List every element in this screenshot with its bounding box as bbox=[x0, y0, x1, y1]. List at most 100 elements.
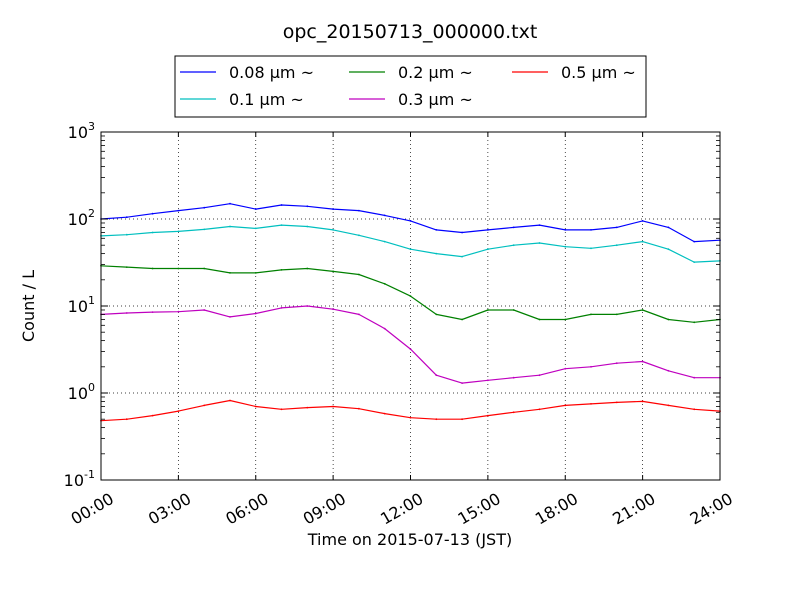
data-point bbox=[151, 231, 154, 234]
y-tick-label: 100 bbox=[68, 381, 95, 403]
y-tick-exponent: 1 bbox=[88, 294, 95, 307]
data-point bbox=[409, 220, 412, 222]
data-point bbox=[538, 224, 541, 227]
data-point bbox=[383, 214, 386, 217]
data-point bbox=[332, 208, 334, 211]
data-point bbox=[615, 362, 618, 365]
data-point bbox=[383, 412, 386, 415]
data-point bbox=[254, 272, 257, 274]
legend: 0.08 μm ~ 0.1 μm ~ 0.2 μm ~ 0.3 μm ~ 0.5 μm … bbox=[174, 55, 647, 118]
data-point bbox=[461, 382, 463, 384]
chart-title: opc_20150713_000000.txt bbox=[283, 21, 538, 43]
data-point bbox=[487, 248, 489, 251]
y-tick-base: 10 bbox=[68, 123, 88, 142]
data-point bbox=[615, 244, 618, 247]
data-point bbox=[280, 408, 283, 411]
data-point bbox=[332, 229, 334, 231]
data-point bbox=[512, 226, 515, 229]
y-tick-base: 10 bbox=[68, 297, 88, 316]
data-point bbox=[254, 227, 257, 230]
data-point bbox=[306, 267, 309, 270]
data-point bbox=[615, 226, 618, 229]
data-point bbox=[693, 261, 696, 263]
data-point bbox=[564, 367, 567, 370]
data-point bbox=[615, 401, 618, 404]
data-point bbox=[151, 212, 154, 215]
data-point bbox=[203, 206, 206, 209]
data-point bbox=[512, 376, 515, 379]
data-point bbox=[229, 225, 231, 228]
data-point bbox=[538, 374, 541, 377]
x-axis-title: Time on 2015-07-13 (JST) bbox=[307, 530, 512, 549]
data-point bbox=[461, 255, 463, 258]
data-point bbox=[693, 321, 696, 324]
y-tick-base: 10 bbox=[68, 210, 88, 229]
data-point bbox=[151, 311, 154, 313]
data-point bbox=[435, 252, 438, 255]
data-point bbox=[280, 269, 283, 271]
data-point bbox=[590, 313, 592, 316]
data-point bbox=[332, 308, 334, 311]
series-layer bbox=[100, 202, 721, 422]
data-point bbox=[461, 318, 463, 321]
y-tick-label: 102 bbox=[68, 207, 95, 229]
data-point bbox=[461, 231, 463, 234]
data-point bbox=[306, 225, 309, 228]
data-point bbox=[358, 209, 360, 212]
y-tick-base: 10 bbox=[68, 384, 88, 403]
data-point bbox=[254, 312, 257, 315]
data-point bbox=[203, 267, 206, 270]
data-point bbox=[203, 404, 206, 407]
data-point bbox=[280, 204, 283, 206]
y-tick-base: 10 bbox=[64, 471, 84, 490]
data-point bbox=[151, 414, 154, 417]
y-tick-exponent: 2 bbox=[88, 207, 95, 220]
data-point bbox=[461, 418, 463, 421]
legend-label: 0.1 μm ~ bbox=[229, 90, 304, 109]
data-point bbox=[487, 229, 489, 231]
data-point bbox=[229, 202, 231, 205]
data-point bbox=[435, 374, 438, 377]
data-point bbox=[667, 226, 670, 229]
data-point bbox=[641, 309, 644, 311]
data-point bbox=[177, 209, 180, 212]
data-point bbox=[693, 376, 696, 379]
data-point bbox=[177, 310, 180, 313]
data-point bbox=[512, 244, 515, 247]
data-point bbox=[435, 313, 438, 316]
data-point bbox=[641, 400, 644, 403]
data-point bbox=[564, 245, 567, 248]
legend-box bbox=[174, 55, 647, 118]
data-point bbox=[409, 348, 412, 350]
data-point bbox=[358, 273, 360, 276]
data-point bbox=[229, 272, 231, 274]
data-point bbox=[564, 404, 567, 407]
data-point bbox=[229, 316, 231, 318]
data-point bbox=[512, 411, 515, 414]
data-point bbox=[383, 327, 386, 330]
data-point bbox=[332, 270, 334, 273]
data-point bbox=[590, 365, 592, 368]
data-point bbox=[306, 205, 309, 208]
data-point bbox=[125, 266, 128, 268]
data-point bbox=[125, 312, 128, 314]
y-tick-label: 103 bbox=[68, 120, 95, 142]
data-point bbox=[564, 229, 567, 231]
data-point bbox=[125, 216, 128, 219]
data-point bbox=[564, 318, 567, 321]
data-point bbox=[693, 240, 696, 243]
data-point bbox=[615, 313, 618, 316]
data-point bbox=[641, 220, 644, 222]
data-point bbox=[125, 233, 128, 236]
data-point bbox=[203, 228, 206, 231]
data-point bbox=[693, 408, 696, 411]
data-point bbox=[667, 369, 670, 372]
data-point bbox=[435, 418, 438, 421]
y-tick-exponent: 3 bbox=[88, 120, 95, 133]
data-point bbox=[667, 248, 670, 251]
data-point bbox=[487, 309, 489, 311]
data-point bbox=[254, 405, 257, 408]
y-axis-title: Count / L bbox=[19, 270, 38, 342]
data-point bbox=[641, 240, 644, 243]
